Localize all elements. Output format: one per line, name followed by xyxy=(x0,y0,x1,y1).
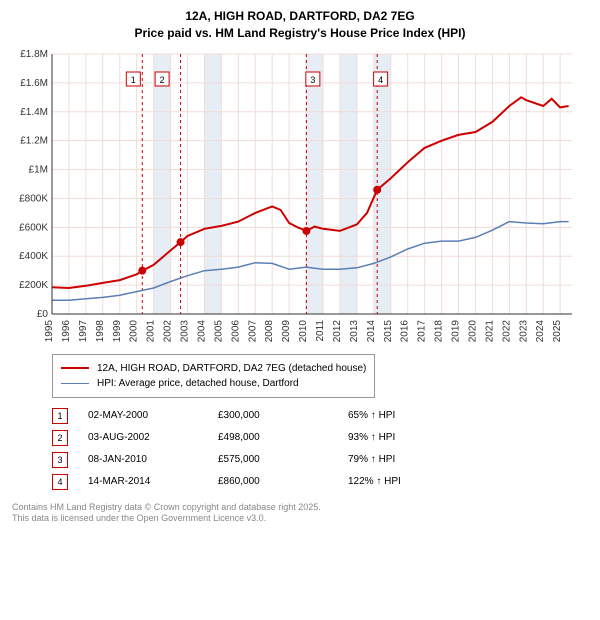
title-line-2: Price paid vs. HM Land Registry's House … xyxy=(12,25,588,42)
chart-svg: £0 £200K £400K £600K £800K £1M £1.2M £1.4M £1.6M… xyxy=(12,46,588,346)
svg-text:2022: 2022 xyxy=(501,319,512,342)
legend-swatch xyxy=(61,367,89,369)
event-badge: 2 xyxy=(52,430,68,446)
legend: 12A, HIGH ROAD, DARTFORD, DA2 7EG (detac… xyxy=(52,354,375,398)
svg-text:2015: 2015 xyxy=(383,319,394,342)
event-pct: 122% ↑ HPI xyxy=(348,476,401,487)
svg-text:2018: 2018 xyxy=(434,319,445,342)
svg-text:1997: 1997 xyxy=(78,319,89,342)
svg-text:2016: 2016 xyxy=(400,319,411,342)
svg-text:2005: 2005 xyxy=(213,319,224,342)
svg-text:2019: 2019 xyxy=(451,319,462,342)
svg-text:£0: £0 xyxy=(37,309,49,320)
svg-text:£1.8M: £1.8M xyxy=(20,49,48,60)
event-price: £300,000 xyxy=(218,410,348,421)
event-date: 14-MAR-2014 xyxy=(88,476,218,487)
svg-text:2008: 2008 xyxy=(264,319,275,342)
svg-text:1999: 1999 xyxy=(112,319,123,342)
event-pct: 79% ↑ HPI xyxy=(348,454,395,465)
event-row: 2 03-AUG-2002£498,00093% ↑ HPI xyxy=(52,430,588,446)
event-pct: 93% ↑ HPI xyxy=(348,432,395,443)
legend-row: 12A, HIGH ROAD, DARTFORD, DA2 7EG (detac… xyxy=(61,361,366,376)
svg-text:1: 1 xyxy=(131,75,136,85)
svg-text:2007: 2007 xyxy=(247,319,258,342)
event-badge: 1 xyxy=(52,408,68,424)
event-date: 08-JAN-2010 xyxy=(88,454,218,465)
event-price: £575,000 xyxy=(218,454,348,465)
event-row: 1 02-MAY-2000£300,00065% ↑ HPI xyxy=(52,408,588,424)
svg-text:2011: 2011 xyxy=(315,319,326,341)
svg-text:2003: 2003 xyxy=(180,319,191,342)
legend-row: HPI: Average price, detached house, Dart… xyxy=(61,376,366,391)
event-badge: 3 xyxy=(52,452,68,468)
chart-title: 12A, HIGH ROAD, DARTFORD, DA2 7EG Price … xyxy=(12,8,588,42)
event-row: 4 14-MAR-2014£860,000122% ↑ HPI xyxy=(52,474,588,490)
svg-text:1996: 1996 xyxy=(61,319,72,342)
svg-text:2009: 2009 xyxy=(281,319,292,342)
svg-text:£200K: £200K xyxy=(19,280,48,291)
footer-line-2: This data is licensed under the Open Gov… xyxy=(12,513,588,525)
svg-text:4: 4 xyxy=(378,75,383,85)
event-date: 02-MAY-2000 xyxy=(88,410,218,421)
svg-text:2006: 2006 xyxy=(230,319,241,342)
event-date: 03-AUG-2002 xyxy=(88,432,218,443)
data-attribution: Contains HM Land Registry data © Crown c… xyxy=(12,502,588,525)
legend-label: HPI: Average price, detached house, Dart… xyxy=(97,376,299,391)
svg-text:1998: 1998 xyxy=(95,319,106,342)
svg-text:£800K: £800K xyxy=(19,193,48,204)
event-price: £860,000 xyxy=(218,476,348,487)
svg-text:£400K: £400K xyxy=(19,251,48,262)
svg-text:2012: 2012 xyxy=(332,319,343,342)
footer-line-1: Contains HM Land Registry data © Crown c… xyxy=(12,502,588,514)
page-container: 12A, HIGH ROAD, DARTFORD, DA2 7EG Price … xyxy=(0,0,600,537)
svg-text:£1.2M: £1.2M xyxy=(20,135,48,146)
events-table: 1 02-MAY-2000£300,00065% ↑ HPI 2 03-AUG-200… xyxy=(52,408,588,490)
event-row: 3 08-JAN-2010£575,00079% ↑ HPI xyxy=(52,452,588,468)
svg-text:£1.6M: £1.6M xyxy=(20,77,48,88)
svg-text:2020: 2020 xyxy=(467,319,478,342)
svg-text:£1.4M: £1.4M xyxy=(20,106,48,117)
svg-text:2023: 2023 xyxy=(518,319,529,342)
legend-label: 12A, HIGH ROAD, DARTFORD, DA2 7EG (detac… xyxy=(97,361,366,376)
svg-text:2001: 2001 xyxy=(146,319,157,342)
svg-text:2021: 2021 xyxy=(484,319,495,342)
svg-text:£1M: £1M xyxy=(29,164,48,175)
event-badge: 4 xyxy=(52,474,68,490)
svg-text:2000: 2000 xyxy=(129,319,140,342)
svg-text:2024: 2024 xyxy=(535,319,546,342)
title-line-1: 12A, HIGH ROAD, DARTFORD, DA2 7EG xyxy=(12,8,588,25)
svg-text:2017: 2017 xyxy=(417,319,428,342)
legend-swatch xyxy=(61,383,89,384)
svg-text:1995: 1995 xyxy=(44,319,55,342)
svg-text:3: 3 xyxy=(310,75,315,85)
svg-text:2002: 2002 xyxy=(163,319,174,342)
event-price: £498,000 xyxy=(218,432,348,443)
svg-text:£600K: £600K xyxy=(19,222,48,233)
svg-text:2013: 2013 xyxy=(349,319,360,342)
chart-area: £0 £200K £400K £600K £800K £1M £1.2M £1.4M £1.6M… xyxy=(12,46,588,346)
svg-text:2025: 2025 xyxy=(552,319,563,342)
svg-text:2: 2 xyxy=(160,75,165,85)
event-pct: 65% ↑ HPI xyxy=(348,410,395,421)
svg-text:2010: 2010 xyxy=(298,319,309,342)
svg-text:2004: 2004 xyxy=(196,319,207,342)
svg-text:2014: 2014 xyxy=(366,319,377,342)
